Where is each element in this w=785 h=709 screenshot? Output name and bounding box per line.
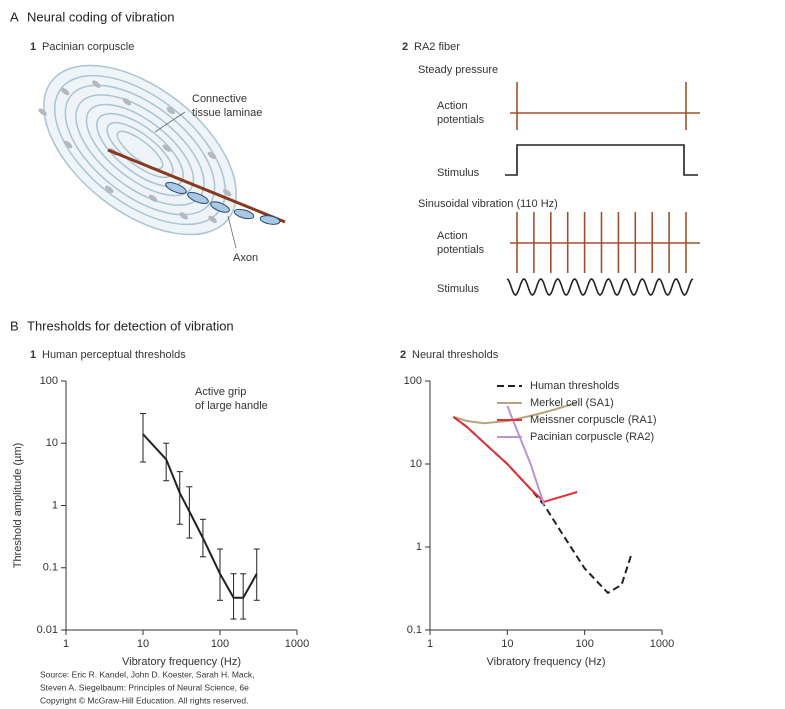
source-note: Steven A. Siegelbaum: Principles of Neur… — [40, 682, 249, 692]
condition-label: Sinusoidal vibration (110 Hz) — [418, 198, 558, 210]
source-note: Copyright © McGraw-Hill Education. All r… — [40, 695, 248, 705]
stimulus-trace — [505, 144, 698, 176]
panel-title: Neural coding of vibration — [27, 9, 174, 24]
annotation: Connective — [192, 93, 247, 105]
x-axis-label: Vibratory frequency (Hz) — [486, 656, 605, 668]
chart-title: Human perceptual thresholds — [42, 349, 186, 361]
y-tick-label: 1 — [416, 541, 422, 553]
axon — [107, 111, 286, 249]
panel-title: Thresholds for detection of vibration — [27, 318, 234, 333]
panel-label: B — [10, 318, 19, 333]
annotation: Active grip — [195, 386, 246, 398]
legend-label: Merkel cell (SA1) — [530, 397, 614, 409]
series-line — [142, 433, 258, 599]
y-tick-label: 0.01 — [37, 624, 58, 636]
part-title: Pacinian corpuscle — [42, 41, 134, 53]
corpuscle — [38, 64, 237, 236]
annotation: of large handle — [195, 400, 268, 412]
chart-number: 1 — [30, 349, 36, 361]
x-tick-label: 1 — [427, 638, 433, 650]
x-tick-label: 100 — [575, 638, 593, 650]
row-label: potentials — [437, 114, 485, 126]
chart-title: Neural thresholds — [412, 349, 499, 361]
part-title: RA2 fiber — [414, 41, 460, 53]
x-tick-label: 100 — [211, 638, 229, 650]
legend-label: Human thresholds — [530, 380, 620, 392]
part-number: 2 — [402, 41, 408, 53]
x-tick-label: 1000 — [285, 638, 309, 650]
x-tick-label: 10 — [501, 638, 513, 650]
x-tick-label: 1 — [63, 638, 69, 650]
x-axis-label: Vibratory frequency (Hz) — [122, 656, 241, 668]
x-tick-label: 1000 — [650, 638, 674, 650]
annotation: Axon — [233, 252, 258, 264]
panel-label: A — [10, 9, 19, 24]
row-label: Stimulus — [437, 283, 480, 295]
series-line — [452, 415, 633, 595]
chart-number: 2 — [400, 349, 406, 361]
annotation: tissue laminae — [192, 107, 262, 119]
y-tick-label: 100 — [404, 375, 422, 387]
row-label: potentials — [437, 244, 485, 256]
y-tick-label: 10 — [410, 458, 422, 470]
legend-label: Meissner corpuscle (RA1) — [530, 414, 657, 426]
y-tick-label: 10 — [46, 437, 58, 449]
y-tick-label: 0.1 — [407, 624, 422, 636]
legend-label: Pacinian corpuscle (RA2) — [530, 431, 654, 443]
condition-label: Steady pressure — [418, 64, 498, 76]
y-tick-label: 100 — [40, 375, 58, 387]
series-line — [452, 415, 578, 503]
part-number: 1 — [30, 41, 36, 53]
row-label: Action — [437, 230, 468, 242]
row-label: Action — [437, 100, 468, 112]
spike-trains — [510, 82, 700, 273]
y-tick-label: 1 — [52, 499, 58, 511]
y-axis-label: Threshold amplitude (µm) — [12, 443, 24, 569]
source-note: Source: Eric R. Kandel, John D. Koester,… — [40, 669, 254, 679]
stimulus-trace — [506, 278, 694, 296]
x-tick-label: 10 — [137, 638, 149, 650]
row-label: Stimulus — [437, 167, 480, 179]
series-line — [506, 405, 546, 506]
y-tick-label: 0.1 — [43, 562, 58, 574]
